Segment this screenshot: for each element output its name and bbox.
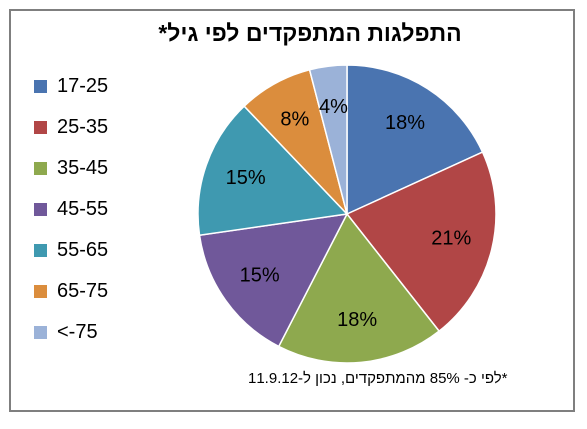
- legend-label: 17-25: [57, 74, 109, 97]
- legend-swatch: [34, 325, 47, 339]
- slice-value-label: 4%: [319, 96, 348, 118]
- legend-label: 35-45: [57, 156, 109, 179]
- legend-item: 45-55: [34, 197, 108, 221]
- pie-slice: [197, 105, 349, 237]
- legend-label: 55-65: [57, 238, 109, 261]
- slice-value-label: 18%: [385, 112, 425, 134]
- slice-value-label: 18%: [337, 309, 377, 331]
- legend-item: 55-65: [34, 238, 108, 262]
- legend-item: <-75: [34, 320, 98, 344]
- legend-swatch: [34, 202, 47, 216]
- chart-title: התפלגות המתפקדים לפי גיל*: [158, 20, 462, 46]
- slice-value-label: 15%: [226, 167, 266, 189]
- pie-slice: [346, 64, 484, 216]
- pie-slice: [198, 213, 349, 348]
- pie-slice: [345, 151, 497, 333]
- legend-item: 65-75: [34, 279, 108, 303]
- chart-footnote: *לפי כ- 85% מהמתפקדים, נכון ל-11.9.12: [248, 370, 508, 387]
- legend-label: <-75: [57, 320, 98, 343]
- legend-label: 65-75: [57, 279, 109, 302]
- slice-value-label: 8%: [280, 109, 309, 131]
- pie-slice: [308, 64, 348, 215]
- legend-item: 35-45: [34, 156, 108, 180]
- legend-label: 25-35: [57, 115, 109, 138]
- legend-swatch: [34, 284, 47, 298]
- pie-slice: [277, 212, 441, 364]
- slice-value-label: 15%: [240, 265, 280, 287]
- legend-swatch: [34, 161, 47, 175]
- legend-swatch: [34, 79, 47, 93]
- legend-item: 17-25: [34, 74, 108, 98]
- legend-swatch: [34, 120, 47, 134]
- slice-value-label: 21%: [431, 228, 471, 250]
- legend-swatch: [34, 243, 47, 257]
- legend-label: 45-55: [57, 197, 109, 220]
- legend-item: 25-35: [34, 115, 108, 139]
